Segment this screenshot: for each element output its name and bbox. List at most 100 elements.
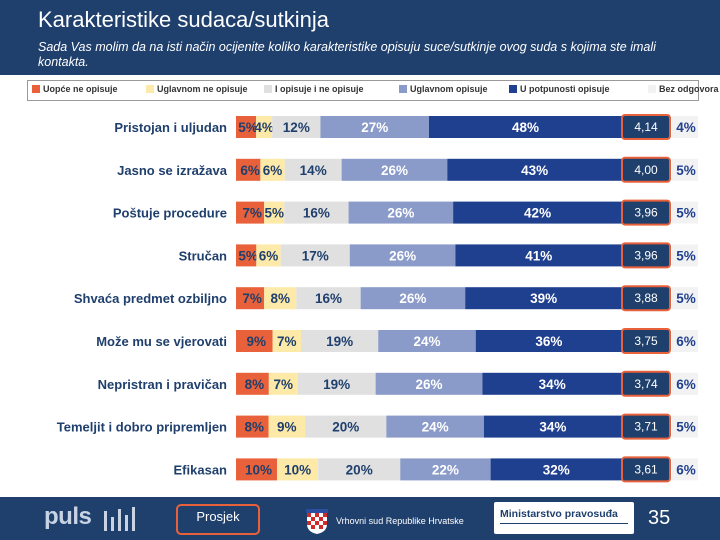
category-label: Nepristran i pravičan	[98, 377, 227, 392]
bar-segment-no-answer	[672, 372, 698, 395]
data-label: 6%	[259, 248, 279, 263]
data-label: 8%	[244, 420, 264, 435]
bar-segment	[236, 201, 265, 224]
data-label: 5%	[676, 163, 696, 178]
header-banner: Karakteristike sudaca/sutkinja Sada Vas …	[0, 0, 720, 75]
croatian-coat-of-arms-icon	[306, 509, 328, 534]
legend-label: Bez odgovora	[659, 84, 719, 94]
bar-segment	[284, 158, 342, 181]
legend-item: Uopće ne opisuje	[32, 84, 118, 97]
data-label: 26%	[387, 206, 414, 221]
bar-segment	[386, 415, 484, 438]
data-label: 12%	[283, 120, 310, 135]
average-box	[621, 285, 671, 312]
chart-legend: Uopće ne opisuje Uglavnom ne opisuje I opi…	[27, 80, 719, 101]
legend-swatch	[32, 85, 40, 93]
data-label: 6%	[676, 462, 696, 477]
bar-segment	[236, 287, 265, 310]
bar-segment	[264, 287, 297, 310]
bar-segment	[236, 330, 273, 352]
legend-label: U potpunosti opisuje	[520, 84, 610, 94]
bar-segment-no-answer	[672, 330, 698, 352]
data-label: 7%	[242, 206, 262, 221]
stacked-bar-chart: Pristojan i uljudan 5%4% 12% 27% 48% 4,14 4%Ja…	[57, 114, 698, 483]
average-value: 3,71	[634, 420, 658, 434]
data-label: 6%	[676, 334, 696, 349]
legend-swatch	[264, 85, 272, 93]
average-value: 3,96	[634, 206, 658, 220]
prosjek-button[interactable]: Prosjek	[176, 504, 260, 535]
data-label: 10%	[284, 462, 311, 477]
average-box	[621, 328, 671, 354]
category-label: Jasno se izražava	[117, 163, 228, 178]
legend-swatch	[648, 85, 656, 93]
data-label: 24%	[413, 334, 440, 349]
bar-segment	[236, 458, 278, 481]
category-label: Efikasan	[174, 462, 228, 477]
bar-segment	[236, 158, 261, 181]
bar-segment	[482, 372, 622, 395]
legend-label: Uglavnom opisuje	[410, 84, 488, 94]
bar-segment	[475, 330, 622, 352]
puls-logo: puls	[44, 503, 92, 530]
bar-segment	[272, 330, 302, 352]
data-label: 5%	[676, 206, 696, 221]
bar-segment	[455, 244, 622, 267]
data-label: 4%	[254, 120, 274, 135]
average-value: 3,75	[634, 334, 658, 348]
bar-segment	[301, 330, 379, 352]
data-label: 17%	[302, 248, 329, 263]
bar-segment	[320, 116, 429, 138]
legend-item: Uglavnom ne opisuje	[146, 84, 248, 97]
bar-segment	[453, 201, 622, 224]
bar-segment	[260, 158, 285, 181]
bar-segment	[256, 244, 281, 267]
data-label: 27%	[361, 120, 388, 135]
data-label: 6%	[263, 163, 283, 178]
category-label: Poštuje procedure	[113, 206, 227, 221]
average-value: 3,96	[634, 248, 658, 262]
data-label: 5%	[676, 420, 696, 435]
data-label: 19%	[326, 334, 353, 349]
average-value: 3,88	[634, 291, 658, 305]
data-label: 8%	[245, 377, 265, 392]
average-value: 4,00	[634, 163, 658, 177]
data-label: 5%	[238, 248, 258, 263]
bar-segment	[305, 415, 387, 438]
data-label: 5%	[676, 248, 696, 263]
average-box	[621, 156, 671, 183]
data-label: 16%	[315, 291, 342, 306]
category-label: Shvaća predmet ozbiljno	[74, 291, 227, 306]
legend-swatch	[399, 85, 407, 93]
average-value: 3,74	[634, 377, 658, 391]
bar-segment	[318, 458, 401, 481]
data-label: 32%	[543, 462, 570, 477]
data-label: 24%	[422, 420, 449, 435]
page-subtitle: Sada Vas molim da na isti način ocijenit…	[38, 40, 656, 69]
data-label: 26%	[389, 248, 416, 263]
legend-item: U potpunosti opisuje	[509, 84, 610, 97]
data-label: 7%	[277, 334, 297, 349]
legend-item: I opisuje i ne opisuje	[264, 84, 364, 97]
average-value: 3,61	[634, 462, 658, 476]
bar-segment	[236, 415, 269, 438]
data-label: 16%	[303, 206, 330, 221]
legend-label: Uglavnom ne opisuje	[157, 84, 248, 94]
bar-segment	[375, 372, 483, 395]
ministry-name: Ministarstvo pravosuđa	[500, 508, 618, 520]
bar-segment	[256, 116, 273, 138]
bar-segment-no-answer	[672, 116, 698, 138]
bar-segment	[349, 244, 456, 267]
bar-segment	[483, 415, 622, 438]
bar-segment	[429, 116, 622, 138]
page-title: Karakteristike sudaca/sutkinja	[38, 7, 330, 32]
bar-segment-no-answer	[672, 158, 698, 181]
legend-item: Bez odgovora	[648, 84, 719, 97]
data-label: 7%	[273, 377, 293, 392]
footer-bar: puls Prosjek Vrhovni sud Republike Hrvat…	[0, 497, 720, 540]
bar-segment	[465, 287, 622, 310]
puls-bars-icon	[104, 507, 135, 531]
data-label: 4%	[676, 120, 696, 135]
bar-segment-no-answer	[672, 458, 698, 481]
data-label: 43%	[521, 163, 548, 178]
